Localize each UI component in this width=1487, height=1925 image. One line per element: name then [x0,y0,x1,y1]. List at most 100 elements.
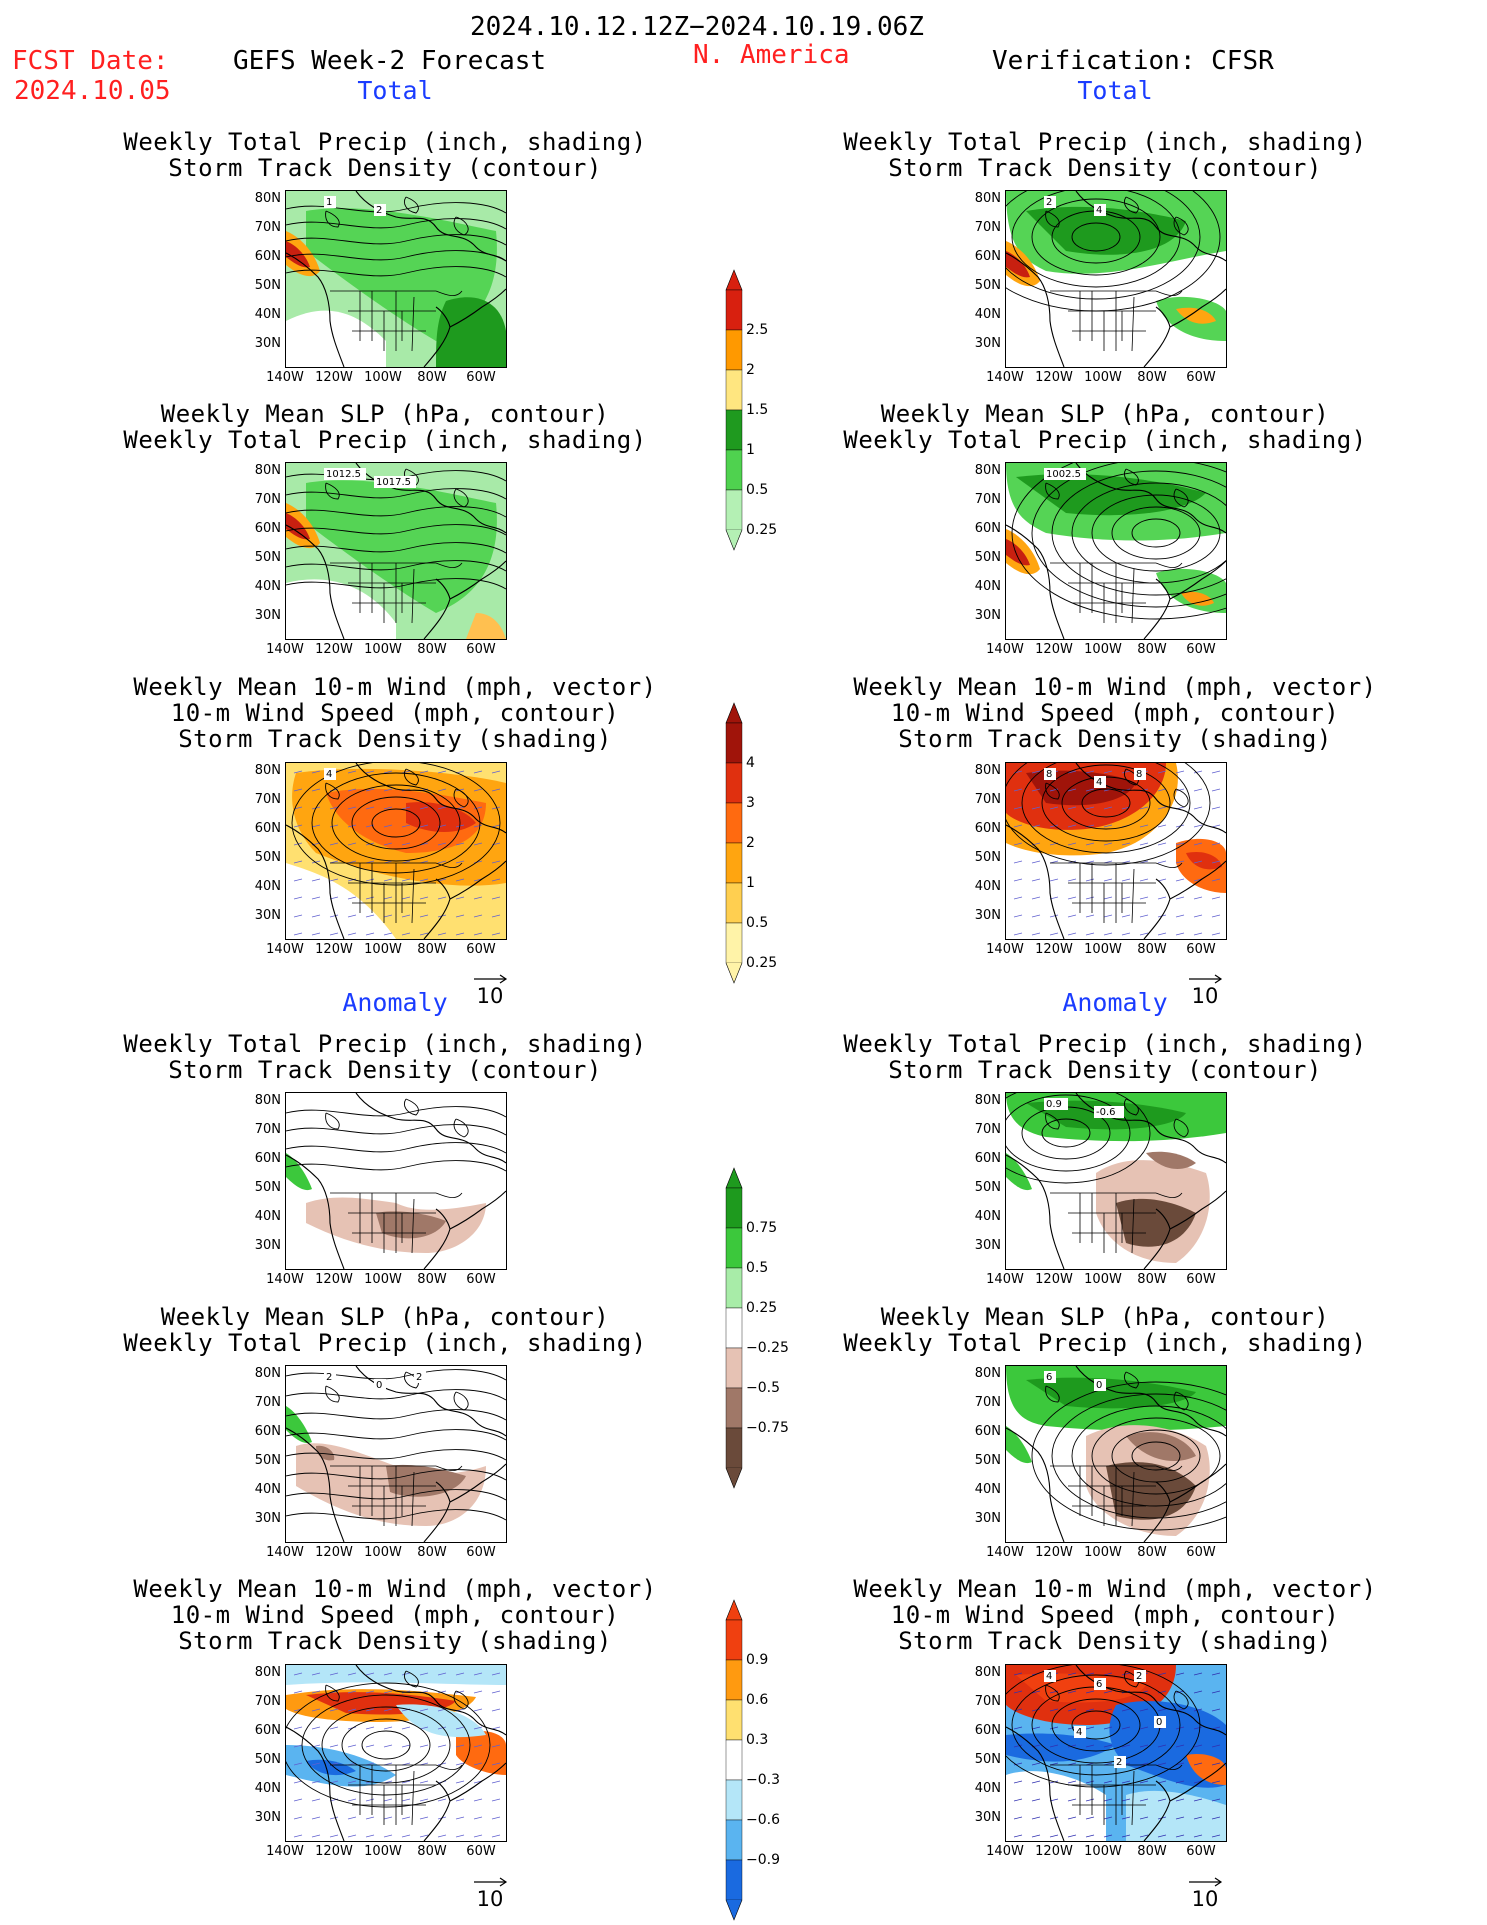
lat-label: 60N [254,1424,281,1439]
lon-label: 60W [466,1272,496,1287]
colorbar-swatch [725,1347,743,1389]
lat-label: 40N [974,307,1001,322]
lat-label: 80N [974,763,1001,778]
lat-label: 40N [974,579,1001,594]
lon-label: 80W [1137,1545,1167,1560]
colorbar-label: 0.75 [746,1220,778,1236]
colorbar-label: 0.5 [746,915,769,931]
lon-label: 120W [1035,1545,1073,1560]
right-anom-wind-contour-label: 2 [1116,1757,1122,1768]
lat-label: 40N [254,1209,281,1224]
left-anom-slp-contour-label: 0 [376,1380,382,1391]
lat-label: 70N [974,492,1001,507]
lon-label: 120W [1035,642,1073,657]
left-anom-wind-title-line-1: Weekly Mean 10-m Wind (mph, vector) [133,1575,657,1603]
left-anom-precip-map [285,1092,507,1270]
left-anom-wind-title-line-3: Storm Track Density (shading) [178,1627,612,1655]
colorbar-swatch [725,842,743,884]
lat-label: 70N [974,1694,1001,1709]
lat-label: 80N [254,191,281,206]
lon-label: 100W [1084,1545,1122,1560]
colorbar-label: −0.6 [746,1812,780,1828]
lat-label: 50N [974,1752,1001,1767]
colorbar-swatch [725,289,743,331]
lat-label: 70N [974,1395,1001,1410]
colorbar-label: 1.5 [746,402,769,418]
lat-label: 60N [254,521,281,536]
colorbar-swatch [725,409,743,451]
colorbar-swatch [725,1619,743,1661]
lon-label: 120W [1035,1272,1073,1287]
colorbar-label: 0.3 [746,1732,769,1748]
right-anom-wind-contour-label: 4 [1076,1727,1082,1738]
right-anom-precip-contour-label: -0.6 [1096,1107,1116,1118]
lat-label: 50N [974,278,1001,293]
lon-label: 100W [1084,1844,1122,1859]
colorbar-swatch [725,489,743,531]
section-anomaly-right: Anomaly [1062,988,1168,1017]
lon-label: 60W [1186,370,1216,385]
lat-label: 60N [254,821,281,836]
lon-label: 140W [986,370,1024,385]
lon-label: 120W [1035,370,1073,385]
lon-label: 140W [266,1844,304,1859]
lon-label: 140W [266,942,304,957]
lat-label: 60N [974,1424,1001,1439]
colorbar-label: 0.5 [746,1260,769,1276]
lon-label: 100W [364,1272,402,1287]
right-anom-wind-title-line-1: Weekly Mean 10-m Wind (mph, vector) [853,1575,1377,1603]
lat-label: 50N [254,1180,281,1195]
lat-label: 30N [974,336,1001,351]
colorbar-label: 0.9 [746,1652,769,1668]
colorbar-label: −0.3 [746,1772,780,1788]
lon-label: 120W [315,642,353,657]
colorbar-swatch [725,1819,743,1861]
lon-label: 140W [266,642,304,657]
lat-label: 60N [254,249,281,264]
lon-label: 60W [466,370,496,385]
left-anom-wind-title-line-2: 10-m Wind Speed (mph, contour) [170,1601,620,1629]
lat-label: 50N [254,850,281,865]
right-total-wind-contour-label: 8 [1046,769,1052,780]
lon-label: 120W [315,370,353,385]
right-total-precip-contour-label: 4 [1096,205,1102,216]
left-total-wind-title-line-2: 10-m Wind Speed (mph, contour) [170,699,620,727]
lat-label: 70N [974,220,1001,235]
lat-label: 70N [254,792,281,807]
lat-label: 50N [254,1453,281,1468]
lat-label: 80N [974,1665,1001,1680]
verification-title: Verification: CFSR [992,46,1274,76]
colorbar-label: 1 [746,875,755,891]
right-anom-precip-title-line-2: Storm Track Density (contour) [888,1056,1322,1084]
left-anom-wind-map [285,1664,507,1842]
lon-label: 60W [1186,942,1216,957]
lat-label: 80N [254,1093,281,1108]
left-total-slp-map: 1012.5 1017.5 [285,462,507,640]
left-total-precip-title-line-2: Storm Track Density (contour) [168,154,602,182]
lat-label: 30N [974,1810,1001,1825]
lat-label: 30N [974,908,1001,923]
lat-label: 70N [254,220,281,235]
colorbar-swatch [725,722,743,764]
section-anomaly-left: Anomaly [342,988,448,1017]
colorbar-swatch [725,449,743,491]
lat-label: 50N [254,278,281,293]
colorbar-swatch [725,1859,743,1901]
right-anom-wind-contour-label: 2 [1136,1671,1142,1682]
lat-label: 80N [974,1093,1001,1108]
colorbar-swatch [725,1739,743,1781]
lat-label: 60N [254,1723,281,1738]
vector-reference: 10 [470,1875,510,1910]
vector-reference: 10 [1185,1875,1225,1910]
right-total-slp-title-line-2: Weekly Total Precip (inch, shading) [843,426,1367,454]
colorbar-label: 0.25 [746,1300,778,1316]
lat-label: 40N [254,579,281,594]
left-total-slp-title-line-1: Weekly Mean SLP (hPa, contour) [160,400,610,428]
lon-label: 140W [986,1545,1024,1560]
lat-label: 50N [974,850,1001,865]
left-total-wind-map: 4 [285,762,507,940]
lat-label: 30N [254,608,281,623]
colorbar-swatch [725,1779,743,1821]
